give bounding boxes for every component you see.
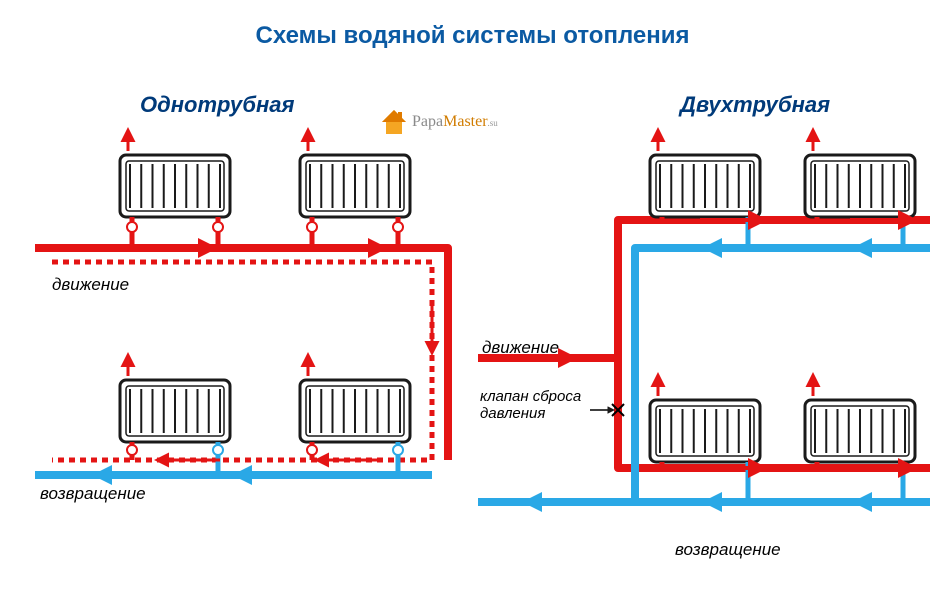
label-move-left: движение <box>52 275 129 295</box>
label-valve: клапан сброса давления <box>480 388 581 422</box>
label-return-right: возвращение <box>675 540 781 560</box>
logo-papa: Papa <box>412 113 443 130</box>
papamaster-logo: PapaMaster.su <box>380 108 498 136</box>
label-return-left: возвращение <box>40 484 146 504</box>
house-icon <box>380 108 408 136</box>
logo-master: Master <box>443 113 487 130</box>
logo-suffix: .su <box>488 118 498 128</box>
left-scheme-title: Однотрубная <box>140 92 294 118</box>
label-move-right: движение <box>482 338 559 358</box>
page-title: Схемы водяной системы отопления <box>0 0 945 50</box>
right-scheme-title: Двухтрубная <box>680 92 830 118</box>
